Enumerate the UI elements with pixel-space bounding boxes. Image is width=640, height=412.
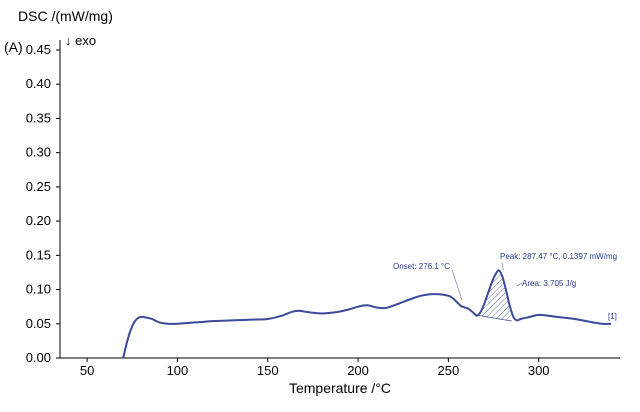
y-tick-label: 0.20	[26, 213, 51, 228]
exo-direction-label: ↓ exo	[65, 33, 96, 48]
peak-baseline	[475, 314, 512, 322]
x-tick-label: 50	[80, 363, 94, 378]
panel-label: (A)	[4, 39, 23, 55]
x-ticks: 50 100 150 200 250 300	[80, 358, 550, 378]
y-tick-label: 0.30	[26, 145, 51, 160]
dsc-curve	[122, 269, 612, 359]
peak-area-hatch	[475, 270, 512, 321]
peak-annotation: Peak: 287.47 °C, 0.1397 mW/mg	[500, 252, 617, 261]
y-tick-label: 0.45	[26, 42, 51, 57]
onset-annotation: Onset: 276.1 °C	[393, 262, 450, 271]
y-tick-label: 0.10	[26, 282, 51, 297]
onset-leader-line	[451, 269, 463, 301]
x-tick-label: 250	[438, 363, 460, 378]
y-tick-label: 0.40	[26, 76, 51, 91]
y-axis-title: DSC /(mW/mg)	[18, 8, 113, 24]
y-tick-label: 0.15	[26, 247, 51, 262]
x-axis-title: Temperature /°C	[289, 380, 391, 396]
x-tick-label: 200	[347, 363, 369, 378]
curve-id-label: [1]	[608, 312, 617, 321]
x-tick-label: 100	[167, 363, 189, 378]
y-tick-label: 0.25	[26, 179, 51, 194]
y-tick-label: 0.35	[26, 110, 51, 125]
x-tick-label: 300	[528, 363, 550, 378]
y-tick-label: 0.05	[26, 316, 51, 331]
area-annotation: Area: 3.705 J/g	[522, 279, 576, 288]
x-tick-label: 150	[257, 363, 279, 378]
area-leader-line	[516, 282, 523, 287]
y-tick-label: 0.00	[26, 350, 51, 365]
y-ticks: 0.00 0.05 0.10 0.15 0.20 0.25 0.30 0.35 0.40 0.45	[26, 42, 60, 365]
peak-leader-line	[501, 261, 504, 271]
